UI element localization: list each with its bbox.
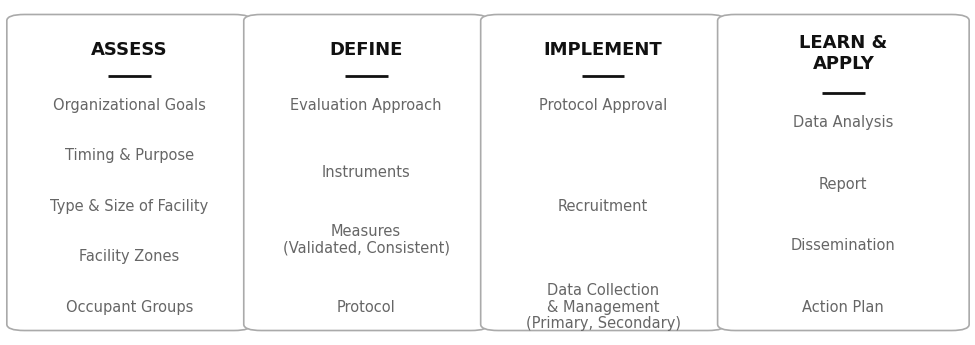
Text: ASSESS: ASSESS: [91, 41, 168, 59]
Text: Dissemination: Dissemination: [791, 238, 896, 253]
Text: Timing & Purpose: Timing & Purpose: [64, 148, 194, 163]
Text: DEFINE: DEFINE: [330, 41, 403, 59]
Text: LEARN &
APPLY: LEARN & APPLY: [800, 34, 887, 73]
FancyBboxPatch shape: [244, 14, 488, 331]
Text: Data Collection
& Management
(Primary, Secondary): Data Collection & Management (Primary, S…: [526, 283, 681, 331]
Text: Facility Zones: Facility Zones: [79, 249, 179, 264]
Text: Recruitment: Recruitment: [558, 199, 648, 214]
Text: Evaluation Approach: Evaluation Approach: [291, 98, 442, 113]
Text: Measures
(Validated, Consistent): Measures (Validated, Consistent): [283, 224, 449, 256]
Text: Type & Size of Facility: Type & Size of Facility: [50, 199, 209, 214]
Text: Report: Report: [819, 177, 868, 191]
Text: Protocol Approval: Protocol Approval: [539, 98, 667, 113]
Text: Organizational Goals: Organizational Goals: [53, 98, 206, 113]
Text: Action Plan: Action Plan: [802, 299, 884, 315]
Text: Instruments: Instruments: [322, 165, 410, 180]
FancyBboxPatch shape: [718, 14, 969, 331]
Text: IMPLEMENT: IMPLEMENT: [544, 41, 662, 59]
FancyBboxPatch shape: [7, 14, 252, 331]
FancyBboxPatch shape: [481, 14, 725, 331]
Text: Protocol: Protocol: [336, 299, 396, 315]
Text: Data Analysis: Data Analysis: [794, 115, 893, 130]
Text: Occupant Groups: Occupant Groups: [65, 299, 193, 315]
